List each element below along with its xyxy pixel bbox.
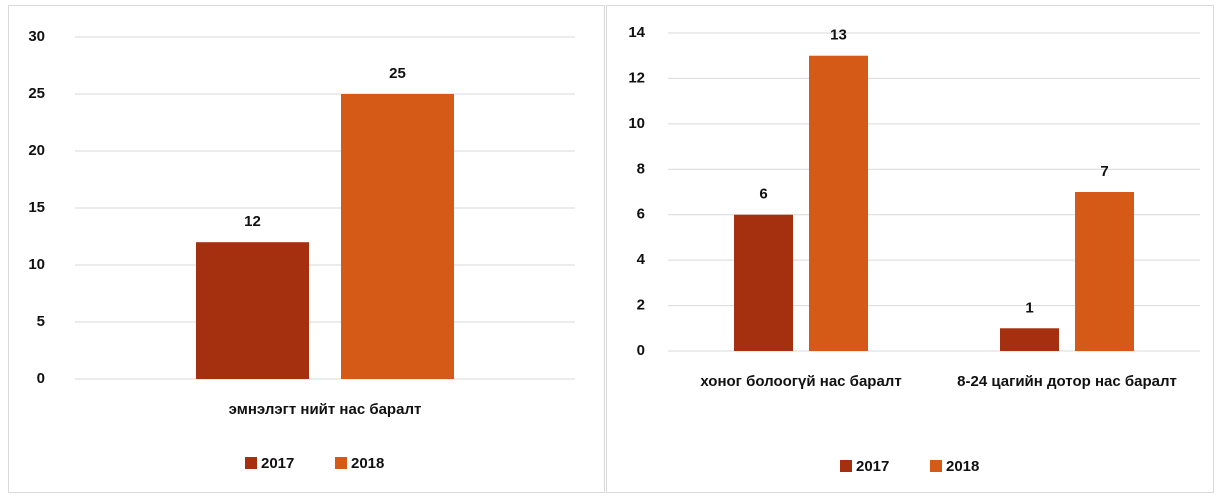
y-tick-label: 12 xyxy=(628,69,645,86)
legend-label: 2017 xyxy=(261,455,294,472)
bar xyxy=(1075,192,1134,351)
legend-swatch xyxy=(840,460,852,472)
y-tick-label: 25 xyxy=(28,85,45,102)
y-tick-label: 8 xyxy=(637,160,645,177)
x-tick-label: 8-24 цагийн дотор нас баралт xyxy=(957,373,1177,390)
data-label: 1 xyxy=(1025,299,1033,316)
bar xyxy=(1000,328,1059,351)
y-tick-label: 6 xyxy=(637,206,645,223)
bar xyxy=(734,214,793,351)
y-tick-label: 10 xyxy=(628,115,645,132)
x-tick-label-box: эмнэлэгт нийт нас баралт xyxy=(228,401,422,418)
data-label: 12 xyxy=(244,213,261,230)
legend-swatch xyxy=(930,460,942,472)
y-tick-label: 30 xyxy=(28,28,45,45)
data-label: 7 xyxy=(1100,163,1108,180)
x-tick-label: эмнэлэгт нийт нас баралт xyxy=(228,401,422,418)
y-tick-label: 4 xyxy=(637,251,646,268)
legend-swatch xyxy=(245,457,257,469)
legend-swatch xyxy=(335,457,347,469)
legend-label: 2018 xyxy=(946,458,979,475)
x-tick-label-box: хоног болоогүй нас баралт xyxy=(700,373,902,390)
y-tick-label: 0 xyxy=(637,342,645,359)
y-tick-label: 10 xyxy=(28,256,45,273)
y-tick-label: 2 xyxy=(637,297,645,314)
legend-label: 2018 xyxy=(351,455,384,472)
data-label: 13 xyxy=(830,27,847,44)
bar xyxy=(341,94,454,379)
y-tick-label: 0 xyxy=(37,370,45,387)
bar xyxy=(196,242,309,379)
y-tick-label: 5 xyxy=(37,313,45,330)
y-tick-label: 14 xyxy=(628,24,645,41)
legend-label: 2017 xyxy=(856,458,889,475)
y-tick-label: 20 xyxy=(28,142,45,159)
x-tick-label-box: 8-24 цагийн дотор нас баралт xyxy=(957,373,1177,390)
y-tick-label: 15 xyxy=(28,199,45,216)
data-label: 6 xyxy=(759,186,767,203)
x-tick-label: хоног болоогүй нас баралт xyxy=(700,373,902,390)
data-label: 25 xyxy=(389,65,406,82)
bar xyxy=(809,55,868,351)
